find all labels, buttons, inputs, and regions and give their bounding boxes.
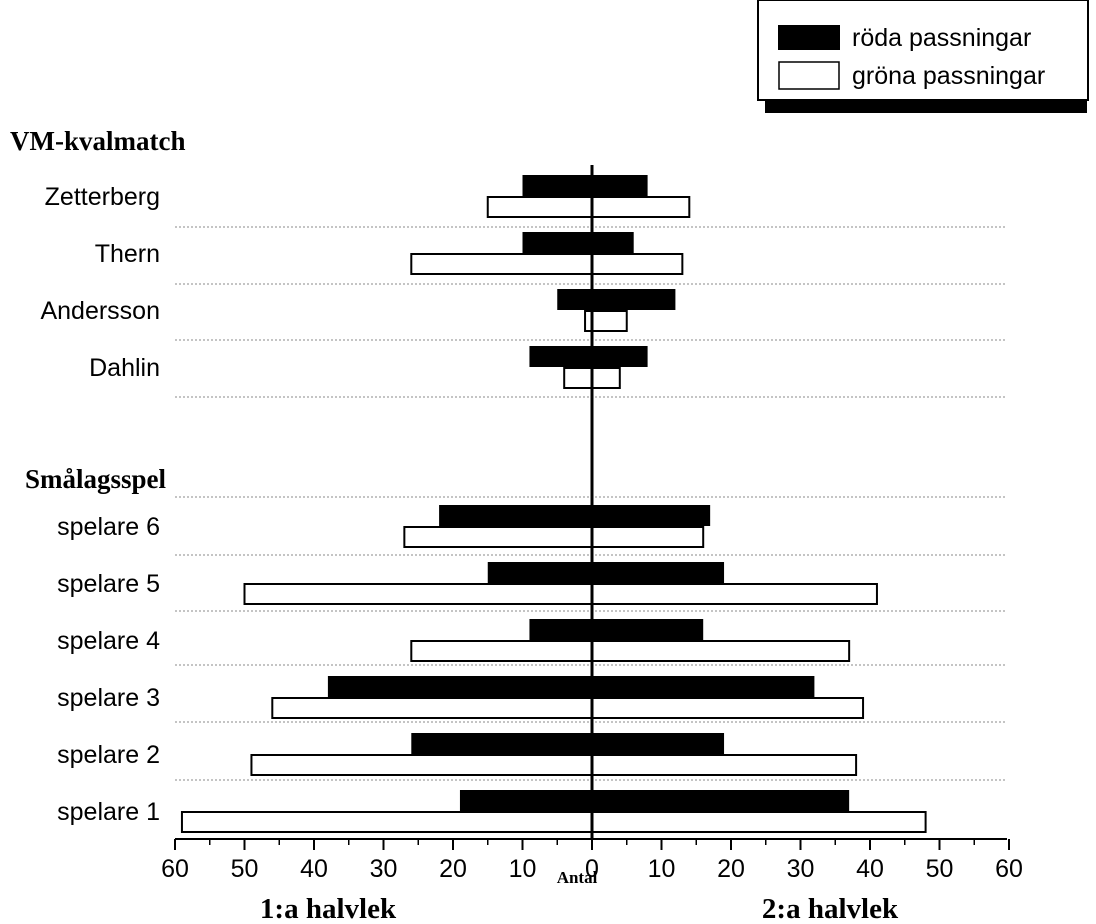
- player-labels: Zetterberg Thern Andersson Dahlin spelare 6 s…: [40, 183, 160, 826]
- bars: [180, 175, 927, 833]
- bar-grona-2a-halvlek: [591, 253, 684, 275]
- x-tick-label: 10: [648, 855, 676, 883]
- bar-grona-2a-halvlek: [591, 310, 628, 332]
- group-title-vm: VM-kvalmatch: [10, 126, 185, 156]
- player-label: Thern: [95, 240, 160, 268]
- x-tick-label: 0: [585, 855, 599, 883]
- bar-grona-2a-halvlek: [591, 811, 927, 833]
- bar-grona-1a-halvlek: [410, 640, 593, 662]
- bar-grona-2a-halvlek: [591, 583, 878, 605]
- bar-roda-1a-halvlek: [411, 733, 592, 754]
- player-label: Zetterberg: [45, 183, 160, 211]
- x-tick-label: 50: [231, 855, 259, 883]
- bar-roda-2a-halvlek: [592, 562, 725, 583]
- bar-grona-1a-halvlek: [180, 811, 593, 833]
- player-label: spelare 6: [57, 513, 160, 541]
- bar-grona-2a-halvlek: [591, 754, 858, 776]
- bar-grona-1a-halvlek: [410, 253, 593, 275]
- x-tick-label: 30: [787, 855, 815, 883]
- player-label: Dahlin: [89, 354, 160, 382]
- legend-swatch-grona: [778, 61, 840, 90]
- bar-grona-1a-halvlek: [271, 697, 593, 719]
- player-label: spelare 2: [57, 741, 160, 769]
- legend-label-grona: gröna passningar: [852, 62, 1045, 90]
- bar-roda-1a-halvlek: [557, 289, 592, 310]
- bar-grona-1a-halvlek: [486, 196, 593, 218]
- bar-roda-1a-halvlek: [522, 232, 592, 253]
- left-half-label: 1:a halvlek: [260, 893, 397, 924]
- bar-roda-2a-halvlek: [592, 619, 704, 640]
- bar-grona-1a-halvlek: [250, 754, 593, 776]
- x-tick-label: 50: [926, 855, 954, 883]
- bar-grona-2a-halvlek: [591, 196, 691, 218]
- bar-grona-1a-halvlek: [563, 367, 594, 389]
- bar-roda-2a-halvlek: [592, 733, 725, 754]
- bar-roda-1a-halvlek: [459, 790, 592, 811]
- x-tick-label: 10: [509, 855, 537, 883]
- player-label: Andersson: [40, 297, 160, 325]
- legend-swatch-roda: [778, 25, 840, 50]
- bar-roda-1a-halvlek: [439, 505, 592, 526]
- group-title-smalag: Smålagsspel: [25, 464, 167, 494]
- player-label: spelare 1: [57, 798, 160, 826]
- bar-roda-2a-halvlek: [592, 790, 850, 811]
- x-tick-label: 60: [995, 855, 1023, 883]
- x-tick-label: 20: [717, 855, 745, 883]
- bar-grona-2a-halvlek: [591, 367, 621, 389]
- x-tick-label: 40: [856, 855, 884, 883]
- bar-grona-1a-halvlek: [243, 583, 593, 605]
- bar-grona-1a-halvlek: [403, 526, 593, 548]
- x-tick-label: 40: [300, 855, 328, 883]
- x-tick-label: 20: [439, 855, 467, 883]
- bar-roda-2a-halvlek: [592, 346, 648, 367]
- x-axis-ticks: 60 50 40 30 20 10 0 10 20 30 40 50 60: [161, 839, 1023, 883]
- x-tick-label: 60: [161, 855, 189, 883]
- bar-roda-1a-halvlek: [327, 676, 592, 697]
- right-half-label: 2:a halvlek: [762, 893, 899, 924]
- bar-roda-1a-halvlek: [529, 619, 592, 640]
- bar-roda-2a-halvlek: [592, 232, 634, 253]
- bar-roda-2a-halvlek: [592, 505, 711, 526]
- player-label: spelare 3: [57, 684, 160, 712]
- x-tick-label: 30: [370, 855, 398, 883]
- bar-roda-1a-halvlek: [529, 346, 592, 367]
- bar-roda-1a-halvlek: [522, 175, 592, 196]
- player-label: spelare 5: [57, 570, 160, 598]
- bar-roda-2a-halvlek: [592, 289, 676, 310]
- legend: röda passningar gröna passningar: [757, 0, 1089, 113]
- bar-roda-2a-halvlek: [592, 175, 648, 196]
- bar-roda-1a-halvlek: [487, 562, 592, 583]
- bar-grona-2a-halvlek: [591, 526, 705, 548]
- player-label: spelare 4: [57, 627, 160, 655]
- bar-grona-2a-halvlek: [591, 697, 865, 719]
- bar-grona-2a-halvlek: [591, 640, 851, 662]
- bar-roda-2a-halvlek: [592, 676, 815, 697]
- x-axis-label: Antal: [557, 868, 598, 887]
- legend-label-roda: röda passningar: [852, 24, 1031, 52]
